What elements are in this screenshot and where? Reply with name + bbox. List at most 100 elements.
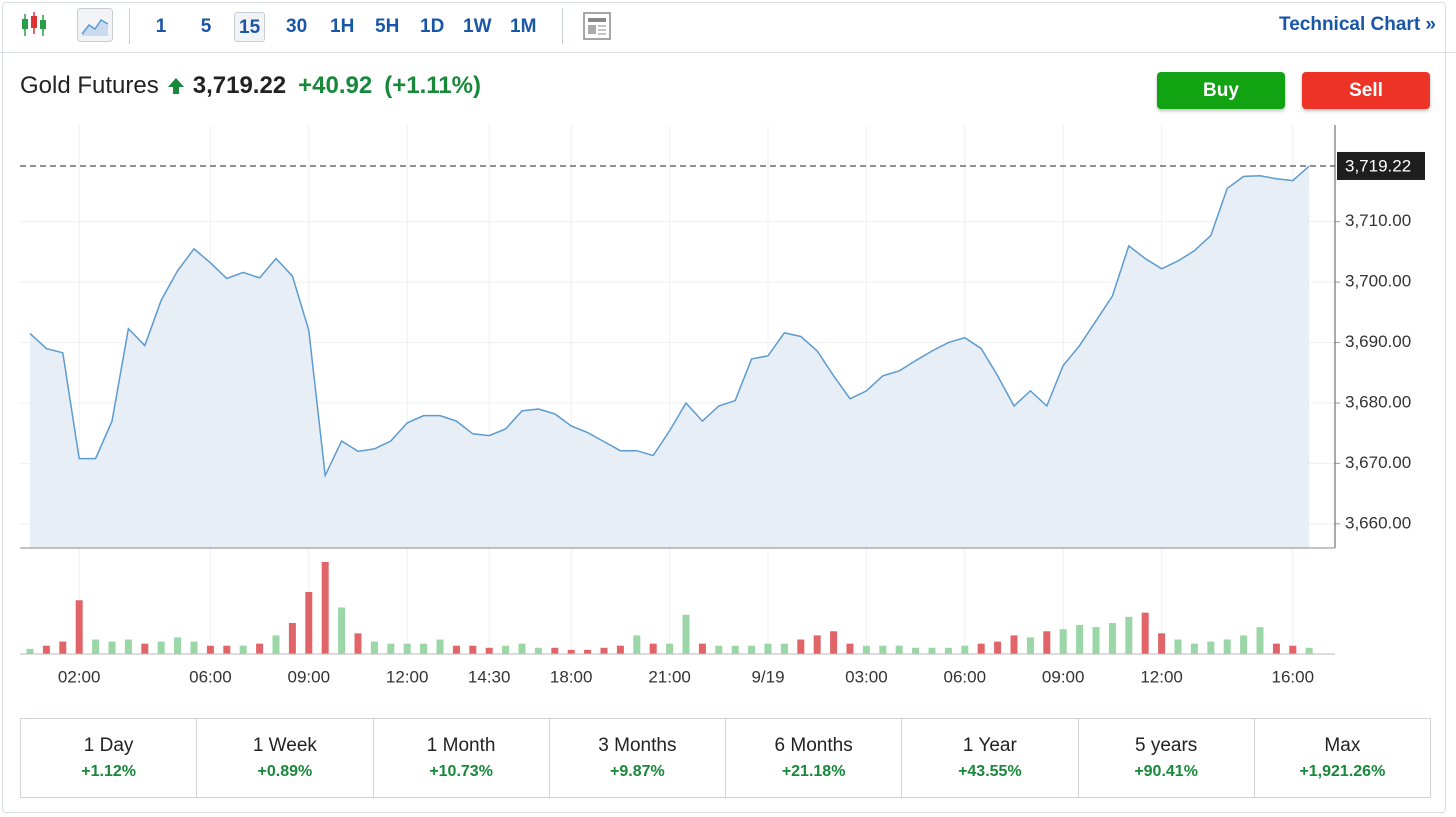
- volume-bar: [961, 645, 969, 654]
- technical-chart-link[interactable]: Technical Chart »: [1279, 14, 1436, 35]
- volume-bar: [1240, 635, 1248, 654]
- volume-bar: [321, 562, 329, 654]
- sell-button[interactable]: Sell: [1302, 72, 1430, 109]
- performance-cell[interactable]: 6 Months +21.18%: [726, 719, 903, 797]
- volume-bar: [846, 643, 854, 654]
- volume-bar: [1158, 633, 1166, 654]
- volume-bar: [452, 645, 460, 654]
- period-label: 3 Months: [598, 735, 677, 756]
- period-label: Max: [1324, 735, 1361, 756]
- y-tick-label: 3,670.00: [1345, 453, 1411, 472]
- last-price-tag: [1337, 151, 1425, 180]
- volume-bar: [288, 622, 296, 654]
- interval-button[interactable]: 1H: [330, 16, 355, 37]
- volume-bar: [748, 645, 756, 654]
- volume-bar: [1076, 625, 1084, 654]
- volume-bar: [584, 649, 592, 654]
- performance-cell[interactable]: 3 Months +9.87%: [550, 719, 726, 797]
- volume-bar: [485, 647, 493, 654]
- volume-bar: [616, 645, 624, 654]
- performance-cell[interactable]: 1 Day +1.12%: [21, 719, 198, 797]
- y-tick-label: 3,710.00: [1345, 211, 1411, 230]
- performance-cell[interactable]: 1 Month +10.73%: [374, 719, 550, 797]
- performance-cell[interactable]: 1 Year +43.55%: [902, 719, 1079, 797]
- y-tick-label: 3,680.00: [1345, 392, 1411, 411]
- volume-bar: [682, 614, 690, 654]
- y-tick-label: 3,700.00: [1345, 272, 1411, 291]
- volume-bar: [354, 633, 362, 654]
- performance-cell[interactable]: 1 Week +0.89%: [197, 719, 374, 797]
- x-tick-label: 12:00: [1140, 667, 1183, 686]
- volume-bar: [1043, 631, 1051, 654]
- volume-bar: [1108, 622, 1116, 654]
- volume-bar: [26, 648, 34, 654]
- volume-bar: [928, 647, 936, 654]
- volume-bar: [977, 643, 985, 654]
- period-change: +43.55%: [958, 763, 1022, 780]
- period-change: +21.18%: [781, 763, 846, 780]
- interval-button[interactable]: 1: [155, 16, 167, 37]
- interval-button[interactable]: 1D: [420, 16, 445, 37]
- interval-button[interactable]: 30: [286, 16, 308, 37]
- volume-bar: [92, 639, 100, 654]
- volume-bar: [42, 645, 50, 654]
- volume-bar: [912, 647, 920, 654]
- volume-bar: [1010, 635, 1018, 654]
- volume-bar: [633, 635, 641, 654]
- candlestick-icon[interactable]: [20, 10, 50, 40]
- x-tick-label: 03:00: [845, 667, 888, 686]
- volume-bar: [108, 641, 116, 654]
- volume-bar: [338, 607, 346, 654]
- last-price-label: 3,719.22: [1345, 156, 1411, 175]
- area-chart-icon[interactable]: [77, 8, 113, 42]
- volume-bar: [518, 643, 526, 654]
- x-tick-label: 21:00: [648, 667, 691, 686]
- volume-bar: [370, 641, 378, 654]
- performance-cell[interactable]: 5 years +90.41%: [1079, 719, 1255, 797]
- volume-bar: [731, 645, 739, 654]
- instrument-name: Gold Futures: [20, 72, 159, 99]
- interval-button[interactable]: 5: [200, 16, 212, 37]
- interval-button[interactable]: 5H: [375, 16, 400, 37]
- performance-cell[interactable]: Max +1,921.26%: [1255, 719, 1430, 797]
- volume-bar: [502, 645, 510, 654]
- volume-bar: [223, 645, 231, 654]
- interval-button[interactable]: 1W: [463, 16, 492, 37]
- chart: Investing.com3,660.003,670.003,680.003,6…: [20, 125, 1425, 686]
- interval-button[interactable]: 15: [234, 12, 266, 42]
- period-label: 5 years: [1134, 735, 1198, 756]
- period-label: 6 Months: [774, 735, 853, 756]
- x-tick-label: 02:00: [58, 667, 101, 686]
- buy-button[interactable]: Buy: [1157, 72, 1285, 109]
- volume-bar: [239, 645, 247, 654]
- period-label: 1 Day: [83, 735, 134, 756]
- period-label: 1 Week: [252, 735, 317, 756]
- y-tick-label: 3,660.00: [1345, 513, 1411, 532]
- price-change: +40.92: [298, 72, 373, 99]
- volume-bar: [157, 641, 165, 654]
- price-line: [29, 165, 1310, 479]
- volume-bar: [698, 643, 706, 654]
- volume-bar: [862, 645, 870, 654]
- volume-bar: [780, 643, 788, 654]
- period-change: +90.41%: [1134, 763, 1198, 780]
- volume-bar: [879, 645, 887, 654]
- volume-bar: [1026, 637, 1034, 654]
- volume-bar: [1092, 627, 1100, 654]
- volume-bar: [420, 643, 428, 654]
- volume-bar: [124, 639, 132, 654]
- news-icon[interactable]: [583, 12, 611, 40]
- interval-button[interactable]: 1M: [510, 16, 537, 37]
- period-label: 1 Month: [426, 735, 496, 756]
- volume-bar: [567, 649, 575, 654]
- toolbar: 1 5 15 30 1H 5H 1D 1W 1M Technical Chart »: [0, 0, 1456, 53]
- instrument-header: Gold Futures 3,719.22 +40.92 (+1.11%): [20, 70, 481, 102]
- separator: [129, 8, 130, 44]
- volume-bar: [666, 643, 674, 654]
- period-change: +10.73%: [429, 763, 493, 780]
- volume-bar: [1305, 647, 1313, 654]
- x-tick-label: 16:00: [1272, 667, 1315, 686]
- volume-bar: [715, 645, 723, 654]
- price-area: [30, 166, 1310, 548]
